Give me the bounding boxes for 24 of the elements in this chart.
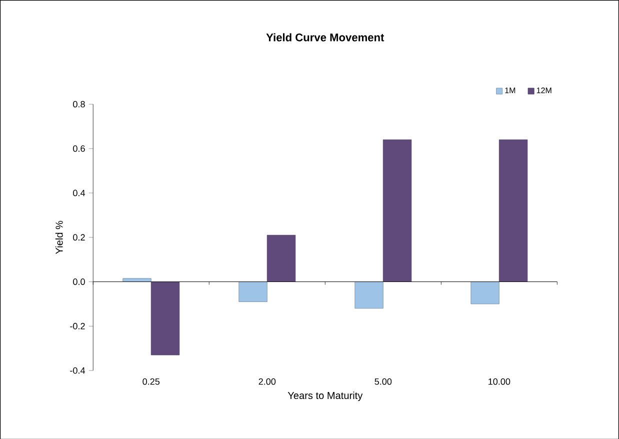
legend-label: 12M bbox=[536, 87, 552, 93]
bar bbox=[122, 278, 152, 282]
bar bbox=[238, 281, 268, 302]
y-tick-label: -0.2 bbox=[70, 322, 85, 330]
y-tick-label: 0.0 bbox=[73, 278, 85, 285]
chart-title: Yield Curve Movement bbox=[266, 33, 384, 42]
x-tick-label: 10.00 bbox=[488, 378, 510, 385]
bar bbox=[470, 281, 500, 304]
x-tick-label: 5.00 bbox=[374, 378, 392, 385]
y-tick-label: 0.2 bbox=[73, 234, 85, 240]
x-tick-label: 2.00 bbox=[258, 378, 276, 385]
x-axis-title: Years to Maturity bbox=[288, 391, 363, 401]
y-tick-label: 0.6 bbox=[73, 145, 85, 152]
bar bbox=[150, 281, 180, 355]
bar bbox=[498, 139, 528, 282]
y-tick-label: 0.8 bbox=[73, 100, 85, 108]
bar bbox=[382, 139, 412, 282]
x-tick-label: 0.25 bbox=[142, 378, 160, 385]
y-tick-label: 0.4 bbox=[73, 190, 86, 196]
bar bbox=[354, 281, 384, 308]
bar bbox=[266, 234, 296, 282]
legend-label: 1M bbox=[505, 87, 516, 93]
y-tick-label: -0.4 bbox=[70, 367, 86, 374]
y-axis-title: Yield % bbox=[55, 220, 63, 254]
